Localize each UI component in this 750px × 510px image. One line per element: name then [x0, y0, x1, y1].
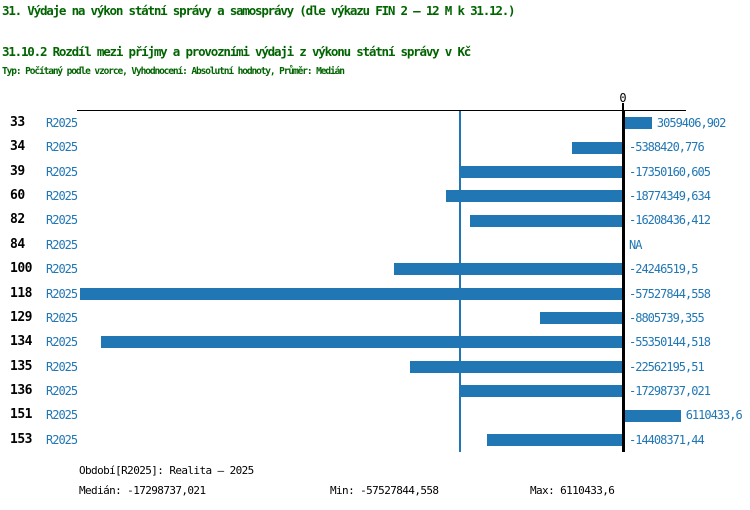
chart-title: 31.10.2 Rozdíl mezi příjmy a provozními … — [2, 44, 471, 59]
bar — [459, 165, 623, 178]
bar-value-label: -18774349,634 — [629, 189, 711, 204]
bar-value-label: -22562195,51 — [629, 359, 705, 374]
bar-value-label: -55350144,518 — [629, 335, 711, 350]
bar — [487, 433, 623, 446]
row-category-label: 39 — [10, 163, 25, 179]
row-category-label: 84 — [10, 236, 25, 252]
row-category-label: 34 — [10, 139, 25, 155]
bar — [80, 287, 623, 300]
row-series-label: R2025 — [46, 164, 78, 179]
row-series-label: R2025 — [46, 432, 78, 447]
chart-subtitle: Typ: Počítaný podle vzorce, Vyhodnocení:… — [2, 66, 345, 77]
row-series-label: R2025 — [46, 116, 78, 130]
row-series-label: R2025 — [46, 213, 78, 228]
bar-value-label: -8805739,355 — [629, 310, 705, 325]
row-category-label: 118 — [10, 285, 32, 301]
bar — [459, 385, 623, 398]
row-series-label: R2025 — [46, 140, 78, 155]
bar-value-label: 6110433,6 — [685, 408, 743, 423]
bar — [470, 214, 623, 227]
bar — [445, 190, 623, 203]
row-category-label: 136 — [10, 382, 32, 398]
row-series-label: R2025 — [46, 310, 78, 325]
bar — [539, 312, 623, 324]
bar — [623, 117, 652, 130]
row-series-label: R2025 — [46, 262, 78, 277]
bar — [623, 409, 681, 422]
median-reference-line — [458, 111, 461, 452]
bar-value-label: NA — [629, 237, 642, 252]
row-category-label: 82 — [10, 212, 25, 228]
zero-tick-mark — [622, 103, 624, 111]
row-series-label: R2025 — [46, 189, 78, 204]
bar-value-label: -24246519,5 — [629, 262, 698, 277]
bar-value-label: -17350160,605 — [629, 164, 711, 179]
zero-axis-label: 0 — [619, 91, 627, 105]
row-series-label: R2025 — [46, 286, 78, 301]
row-category-label: 60 — [10, 188, 25, 204]
row-category-label: 134 — [10, 334, 32, 350]
page-title: 31. Výdaje na výkon státní správy a samo… — [2, 3, 516, 18]
footer-max: Max: 6110433,6 — [530, 484, 615, 497]
bar — [394, 263, 623, 276]
row-series-label: R2025 — [46, 383, 78, 398]
row-category-label: 33 — [10, 115, 25, 130]
bar — [410, 360, 623, 373]
row-category-label: 153 — [10, 431, 32, 447]
row-category-label: 129 — [10, 309, 32, 325]
row-series-label: R2025 — [46, 335, 78, 350]
row-series-label: R2025 — [46, 408, 78, 423]
row-series-label: R2025 — [46, 359, 78, 374]
bar — [572, 141, 623, 154]
top-axis-line — [77, 110, 686, 111]
bar-value-label: 3059406,902 — [656, 116, 726, 130]
row-category-label: 151 — [10, 407, 32, 423]
bar-value-label: -14408371,44 — [629, 432, 705, 447]
bar-value-label: -57527844,558 — [629, 286, 711, 301]
row-category-label: 100 — [10, 261, 32, 277]
bar-value-label: -5388420,776 — [629, 140, 705, 155]
bar — [100, 336, 623, 349]
bar-value-label: -17298737,021 — [629, 383, 711, 398]
footer-median: Medián: -17298737,021 — [79, 484, 206, 497]
footer-period: Období[R2025]: Realita – 2025 — [79, 464, 254, 477]
row-category-label: 135 — [10, 358, 32, 374]
row-series-label: R2025 — [46, 237, 78, 252]
footer-min: Min: -57527844,558 — [330, 484, 439, 497]
zero-baseline — [622, 111, 625, 452]
bar-value-label: -16208436,412 — [629, 213, 711, 228]
